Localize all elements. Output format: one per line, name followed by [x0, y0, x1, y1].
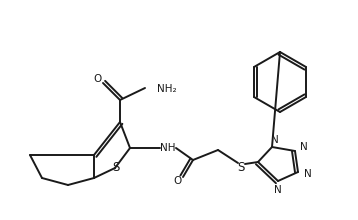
Text: S: S — [237, 161, 245, 174]
Text: N: N — [304, 169, 312, 179]
Text: N: N — [300, 142, 308, 152]
Text: NH: NH — [160, 143, 176, 153]
Text: N: N — [274, 185, 282, 195]
Text: S: S — [112, 161, 120, 174]
Text: O: O — [94, 74, 102, 84]
Text: N: N — [271, 135, 279, 145]
Text: O: O — [174, 176, 182, 186]
Text: NH₂: NH₂ — [157, 84, 176, 94]
